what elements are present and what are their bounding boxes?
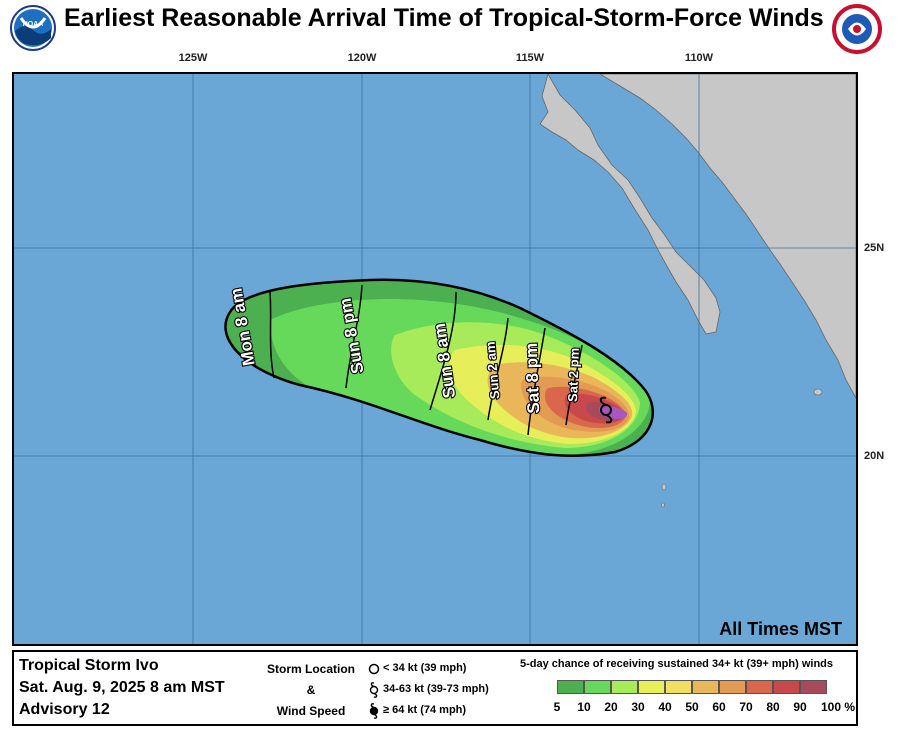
legend-location-title: Storm Location & Wind Speed <box>266 662 355 718</box>
label-sat-8pm: Sat 8 pm <box>522 342 543 413</box>
label-sat-2pm: Sat 2 pm <box>565 348 582 403</box>
tropical-storm-icon <box>369 681 379 698</box>
map-canvas: Mon 8 am Sun 8 pm Sun 8 am Sun 2 am Sat … <box>14 74 856 644</box>
empty-circle-icon <box>368 663 380 674</box>
scale-tick-labels: 5 10 20 30 40 50 60 70 80 90 100 % <box>546 700 866 716</box>
legend-wind-key: < 34 kt (39 mph) 34-63 kt (39-73 mph) ≥ … <box>368 658 489 721</box>
scale-swatch <box>800 680 827 694</box>
revillagigedo-island <box>661 483 667 491</box>
scale-swatch <box>692 680 719 694</box>
page-title: Earliest Reasonable Arrival Time of Trop… <box>64 4 824 32</box>
scale-tick: 80 <box>766 700 780 714</box>
revillagigedo-island-2 <box>661 502 665 508</box>
scale-tick: 10 <box>577 700 591 714</box>
lat-label-20n: 20N <box>864 450 885 462</box>
noaa-logo: NOAA <box>9 4 57 57</box>
scale-swatch <box>584 680 611 694</box>
lon-label-125w: 125W <box>178 52 208 64</box>
all-times-label: All Times MST <box>719 619 842 639</box>
legend-row-tropical-storm: 34-63 kt (39-73 mph) <box>368 679 489 700</box>
scale-tick: 50 <box>685 700 699 714</box>
scale-tick: 60 <box>712 700 726 714</box>
lon-label-120w: 120W <box>347 52 377 64</box>
scale-tick: 100 % <box>820 700 856 714</box>
scale-swatch <box>746 680 773 694</box>
legend-row-hurricane: ≥ 64 kt (74 mph) <box>368 700 489 721</box>
storm-advisory: Advisory 12 <box>19 701 110 718</box>
storm-location-icon <box>599 396 613 424</box>
cone-outline <box>224 278 654 458</box>
scale-swatch <box>638 680 665 694</box>
legend-row-weak: < 34 kt (39 mph) <box>368 658 489 679</box>
scale-swatch <box>665 680 692 694</box>
scale-tick: 40 <box>658 700 672 714</box>
scale-swatch <box>773 680 800 694</box>
storm-name: Tropical Storm Ivo <box>19 657 159 674</box>
scale-tick: 70 <box>739 700 753 714</box>
scale-tick: 90 <box>793 700 807 714</box>
lon-label-115w: 115W <box>515 52 545 64</box>
lon-label-110w: 110W <box>684 52 714 64</box>
time-contours <box>269 284 583 436</box>
map-panel: Mon 8 am Sun 8 pm Sun 8 am Sun 2 am Sat … <box>12 72 858 646</box>
scale-tick: 20 <box>604 700 618 714</box>
storm-info: Tropical Storm Ivo Sat. Aug. 9, 2025 8 a… <box>19 655 225 721</box>
svg-text:NOAA: NOAA <box>23 21 44 28</box>
mexico-mainland <box>599 74 856 399</box>
probability-cone <box>225 279 653 456</box>
scale-tick: 30 <box>631 700 645 714</box>
storm-date: Sat. Aug. 9, 2025 8 am MST <box>19 679 225 696</box>
color-scale <box>557 680 827 694</box>
nws-logo <box>832 4 882 59</box>
lat-label-25n: 25N <box>864 242 885 254</box>
scale-swatch <box>719 680 746 694</box>
scale-swatch <box>557 680 584 694</box>
legend-panel: Tropical Storm Ivo Sat. Aug. 9, 2025 8 a… <box>12 650 858 726</box>
scale-swatch <box>611 680 638 694</box>
chance-title: 5-day chance of receiving sustained 34+ … <box>520 658 833 670</box>
scale-tick: 5 <box>553 700 561 714</box>
hurricane-icon <box>369 702 379 719</box>
grid-lines <box>14 74 856 644</box>
islas-marias <box>813 388 823 396</box>
label-sun-2am: Sun 2 am <box>483 341 503 400</box>
baja-california <box>539 74 721 335</box>
